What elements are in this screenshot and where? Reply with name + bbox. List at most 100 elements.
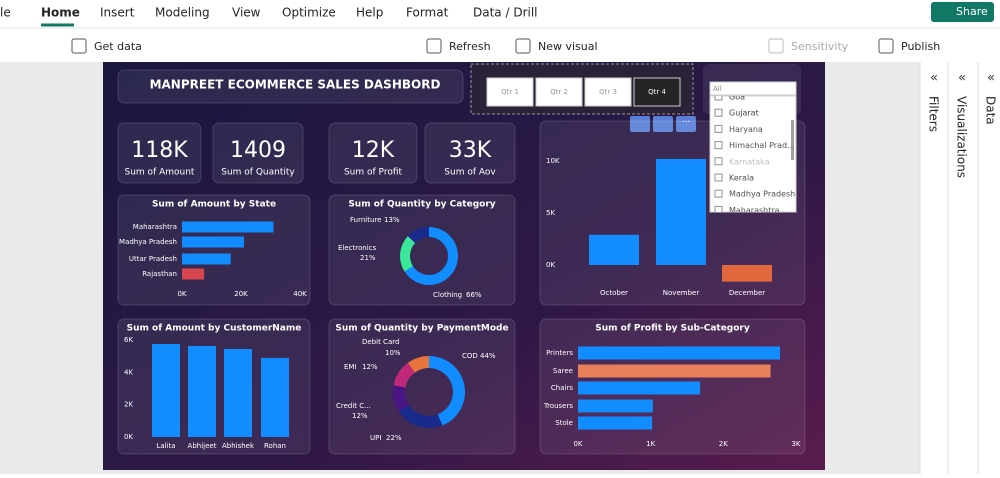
ribbon-tab[interactable]: Optimize: [282, 6, 336, 20]
ribbon-command[interactable]: New visual: [538, 40, 598, 53]
donut-slice: [429, 356, 465, 426]
kpi-label: Sum of Amount: [125, 168, 195, 178]
more-dots: ···: [682, 118, 691, 128]
checkbox[interactable]: [714, 173, 723, 182]
ribbon-tab[interactable]: Insert: [100, 6, 135, 20]
ribbon-tab[interactable]: le: [0, 6, 11, 20]
slice-value: 13%: [384, 216, 400, 224]
pane-title[interactable]: Data: [984, 96, 998, 125]
checkbox[interactable]: [714, 157, 723, 166]
quarter-button[interactable]: [535, 77, 583, 107]
y-tick-label: 10K: [546, 157, 560, 165]
ribbon-command[interactable]: Sensitivity: [791, 40, 849, 53]
quarter-label[interactable]: Qtr 1: [501, 88, 519, 96]
slicer-item[interactable]: Kerala: [729, 174, 754, 183]
quarter-label[interactable]: Qtr 3: [599, 88, 617, 96]
visual-panel: [117, 194, 311, 306]
kpi-card: [424, 122, 516, 184]
quarter-button[interactable]: [584, 77, 632, 107]
slicer-selection[interactable]: All: [713, 85, 722, 93]
share-label[interactable]: Share: [956, 5, 988, 18]
category-label: Abhishek: [222, 442, 255, 450]
command-icon: [878, 38, 894, 54]
kpi-value: 118K: [131, 138, 188, 163]
visual-title: Sum of Quantity by PaymentMode: [335, 324, 508, 334]
visual-title: Sum of Quantity by Category: [348, 200, 495, 210]
category-label: Rohan: [264, 442, 286, 450]
category-label: November: [663, 289, 700, 297]
slice-value: 12%: [352, 412, 368, 420]
slice-value: 66%: [466, 291, 482, 299]
bar: [578, 381, 701, 395]
y-tick-label: 0K: [124, 433, 133, 441]
slicer-item[interactable]: Goa: [729, 93, 745, 102]
slice-name: Clothing: [433, 291, 462, 299]
title-card: [117, 69, 464, 104]
checkbox[interactable]: [714, 93, 723, 101]
panes: [920, 62, 1000, 474]
filter-icon[interactable]: [630, 116, 650, 132]
kpi-value: 33K: [449, 138, 492, 163]
y-tick-label: 5K: [546, 209, 555, 217]
kpi-label: Sum of Profit: [344, 168, 403, 178]
quarter-label[interactable]: Qtr 4: [648, 88, 666, 96]
bar: [589, 234, 639, 265]
slicer-item[interactable]: Maharashtra: [729, 206, 780, 215]
slicer-item[interactable]: Haryana: [729, 125, 763, 134]
pane-title[interactable]: Filters: [927, 96, 941, 132]
bar: [182, 268, 205, 280]
pane-title[interactable]: Visualizations: [955, 96, 969, 178]
slicer-list: [709, 95, 797, 213]
checkbox[interactable]: [714, 108, 723, 117]
focus-icon[interactable]: [653, 116, 673, 132]
checkbox[interactable]: [714, 141, 723, 150]
checkbox[interactable]: [714, 189, 723, 198]
slice-value: 21%: [360, 254, 376, 262]
y-tick-label: 4K: [124, 368, 133, 376]
slice-name: Credit C...: [336, 402, 371, 410]
bar: [182, 221, 274, 233]
bar: [578, 399, 653, 413]
ribbon-tab[interactable]: Format: [406, 6, 449, 20]
bar: [182, 236, 244, 248]
quarter-button[interactable]: [486, 77, 534, 107]
category-label: Madhya Pradesh: [119, 238, 177, 246]
kpi-card: [117, 122, 202, 184]
checkbox[interactable]: [714, 205, 723, 213]
slice-name: COD: [462, 352, 478, 360]
command-icon: [71, 38, 87, 54]
category-label: Maharashtra: [133, 223, 177, 231]
slicer-item[interactable]: Himachal Prad...: [729, 141, 795, 150]
ribbon-tab[interactable]: Help: [356, 6, 383, 20]
ribbon-tab[interactable]: Modeling: [155, 6, 210, 20]
slicer-dropdown[interactable]: [709, 81, 797, 96]
scrollbar: [791, 120, 794, 160]
donut-slice: [404, 227, 458, 285]
donut-slice: [407, 356, 429, 373]
x-tick-label: 0K: [573, 440, 582, 448]
command-icon: [426, 38, 442, 54]
category-label: Trousers: [543, 402, 574, 410]
category-label: Printers: [546, 349, 573, 357]
checkbox[interactable]: [714, 124, 723, 133]
ribbon-command[interactable]: Publish: [901, 40, 940, 53]
visual-title: Sum of Amount by CustomerName: [127, 324, 302, 334]
ribbon-tab[interactable]: Data / Drill: [473, 6, 538, 20]
slicer-item[interactable]: Gujarat: [729, 109, 759, 118]
donut-slice: [393, 362, 415, 388]
more-icon[interactable]: [676, 116, 696, 132]
ribbon-command[interactable]: Refresh: [449, 40, 491, 53]
command-icon: [768, 38, 784, 54]
quarter-label[interactable]: Qtr 2: [550, 88, 568, 96]
quarter-button[interactable]: [633, 77, 681, 107]
slicer-item[interactable]: Madhya Pradesh: [729, 190, 795, 199]
visual-panel: [328, 194, 516, 306]
ribbon-command[interactable]: Get data: [94, 40, 142, 53]
ribbon-tab[interactable]: Home: [41, 6, 80, 20]
bar: [224, 349, 252, 437]
ribbon-tab[interactable]: View: [232, 6, 261, 20]
slicer-item[interactable]: Karnataka: [729, 157, 770, 166]
share-button[interactable]: [931, 2, 994, 22]
category-label: Chairs: [551, 384, 573, 392]
category-label: Rajasthan: [142, 270, 177, 278]
